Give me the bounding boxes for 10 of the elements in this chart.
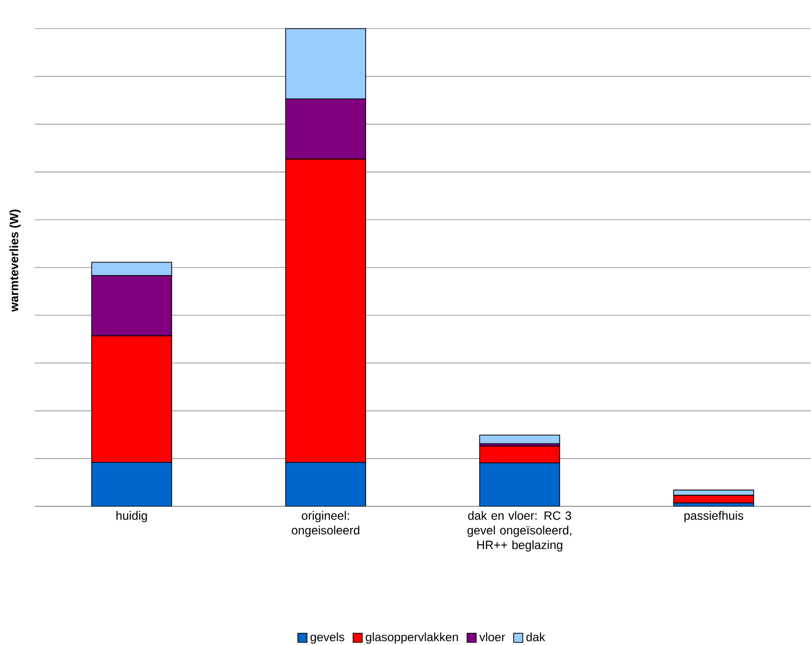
x-tick-label: huidig <box>116 511 147 522</box>
x-tick-label: origineel: ongeisoleerd <box>292 511 360 537</box>
legend-label: dak <box>526 632 546 642</box>
x-tick-label: passiefhuis <box>684 511 744 522</box>
legend-label: gevels <box>310 632 344 644</box>
y-axis-title: warmteverlies (W) <box>9 210 21 312</box>
x-tick-label: dak en vloer: RC 3 gevel ongeïsoleerd, HR++ beglazing <box>467 511 572 552</box>
legend-label: vloer <box>479 632 506 642</box>
legend-label: glasoppervlakken <box>366 632 458 644</box>
bar <box>479 434 560 444</box>
